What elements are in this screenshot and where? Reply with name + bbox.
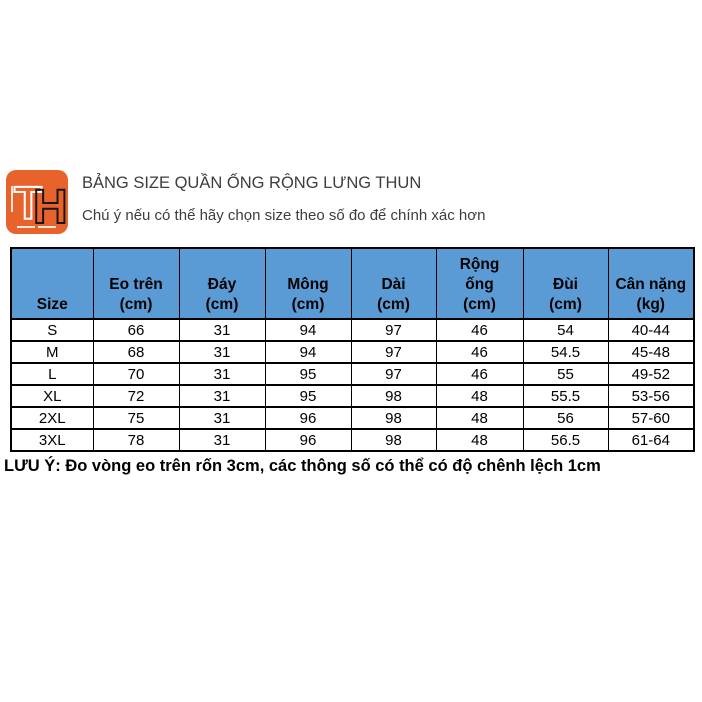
table-cell: 78 xyxy=(92,428,180,452)
logo-bottom-microtext xyxy=(38,226,56,228)
col-header-eo-tren: Eo trên (cm) xyxy=(92,247,180,320)
size-advice-note: Chú ý nếu có thể hãy chọn size theo số đ… xyxy=(82,207,486,224)
table-row-2xl: 2XL 75 31 96 98 48 56 57-60 xyxy=(10,406,695,430)
table-row-m: M 68 31 94 97 46 54.5 45-48 xyxy=(10,340,695,364)
table-cell: 98 xyxy=(350,406,437,430)
table-cell: 46 xyxy=(435,318,524,342)
col-header-dui: Đùi (cm) xyxy=(522,247,609,320)
col-header-mong: Mông (cm) xyxy=(264,247,352,320)
table-cell: 97 xyxy=(350,362,437,386)
table-cell: 97 xyxy=(350,318,437,342)
table-cell: 55.5 xyxy=(522,384,609,408)
table-row-xl: XL 72 31 95 98 48 55.5 53-56 xyxy=(10,384,695,408)
col-header-day: Đáy (cm) xyxy=(178,247,266,320)
col-header-can-nang: Cân nặng (kg) xyxy=(607,247,695,320)
table-cell: 70 xyxy=(92,362,180,386)
logo-side-microtext xyxy=(11,186,13,212)
size-label-cell: M xyxy=(10,340,94,364)
size-label-cell: XL xyxy=(10,384,94,408)
table-cell: 61-64 xyxy=(607,428,695,452)
table-cell: 96 xyxy=(264,428,352,452)
table-cell: 40-44 xyxy=(607,318,695,342)
table-cell: 53-56 xyxy=(607,384,695,408)
col-header-size: Size xyxy=(10,247,94,320)
table-cell: 95 xyxy=(264,362,352,386)
table-cell: 56.5 xyxy=(522,428,609,452)
size-label-cell: 3XL xyxy=(10,428,94,452)
logo-bottom-microtext xyxy=(17,226,35,228)
table-cell: 45-48 xyxy=(607,340,695,364)
table-cell: 75 xyxy=(92,406,180,430)
table-cell: 68 xyxy=(92,340,180,364)
size-table: Size Eo trên (cm) Đáy (cm) Mông (cm) Dài… xyxy=(10,247,695,452)
table-cell: 46 xyxy=(435,340,524,364)
table-cell: 48 xyxy=(435,384,524,408)
brand-logo: T H xyxy=(6,170,68,234)
size-label-cell: L xyxy=(10,362,94,386)
table-cell: 31 xyxy=(178,428,266,452)
table-cell: 46 xyxy=(435,362,524,386)
logo-letter-t: T xyxy=(14,177,42,229)
table-cell: 54 xyxy=(522,318,609,342)
table-row-l: L 70 31 95 97 46 55 49-52 xyxy=(10,362,695,386)
table-cell: 96 xyxy=(264,406,352,430)
table-row-s: S 66 31 94 97 46 54 40-44 xyxy=(10,318,695,342)
size-label-cell: 2XL xyxy=(10,406,94,430)
table-cell: 31 xyxy=(178,406,266,430)
table-header-row: Size Eo trên (cm) Đáy (cm) Mông (cm) Dài… xyxy=(10,247,695,320)
table-cell: 54.5 xyxy=(522,340,609,364)
table-cell: 57-60 xyxy=(607,406,695,430)
page-title: BẢNG SIZE QUẦN ỐNG RỘNG LƯNG THUN xyxy=(82,174,422,192)
table-cell: 98 xyxy=(350,428,437,452)
table-cell: 31 xyxy=(178,362,266,386)
table-cell: 56 xyxy=(522,406,609,430)
table-cell: 72 xyxy=(92,384,180,408)
table-cell: 48 xyxy=(435,428,524,452)
table-cell: 94 xyxy=(264,318,352,342)
col-header-dai: Dài (cm) xyxy=(350,247,437,320)
table-cell: 31 xyxy=(178,340,266,364)
table-cell: 55 xyxy=(522,362,609,386)
table-cell: 98 xyxy=(350,384,437,408)
table-cell: 95 xyxy=(264,384,352,408)
table-row-3xl: 3XL 78 31 96 98 48 56.5 61-64 xyxy=(10,428,695,452)
logo-letter-h: H xyxy=(33,181,68,234)
th-monogram-icon: T H xyxy=(11,176,68,234)
table-cell: 94 xyxy=(264,340,352,364)
table-cell: 31 xyxy=(178,384,266,408)
table-cell: 31 xyxy=(178,318,266,342)
measurement-note: LƯU Ý: Đo vòng eo trên rốn 3cm, các thôn… xyxy=(4,457,601,475)
col-header-rong-ong: Rộng ống (cm) xyxy=(435,247,524,320)
table-cell: 97 xyxy=(350,340,437,364)
size-label-cell: S xyxy=(10,318,94,342)
table-cell: 48 xyxy=(435,406,524,430)
table-cell: 66 xyxy=(92,318,180,342)
table-cell: 49-52 xyxy=(607,362,695,386)
